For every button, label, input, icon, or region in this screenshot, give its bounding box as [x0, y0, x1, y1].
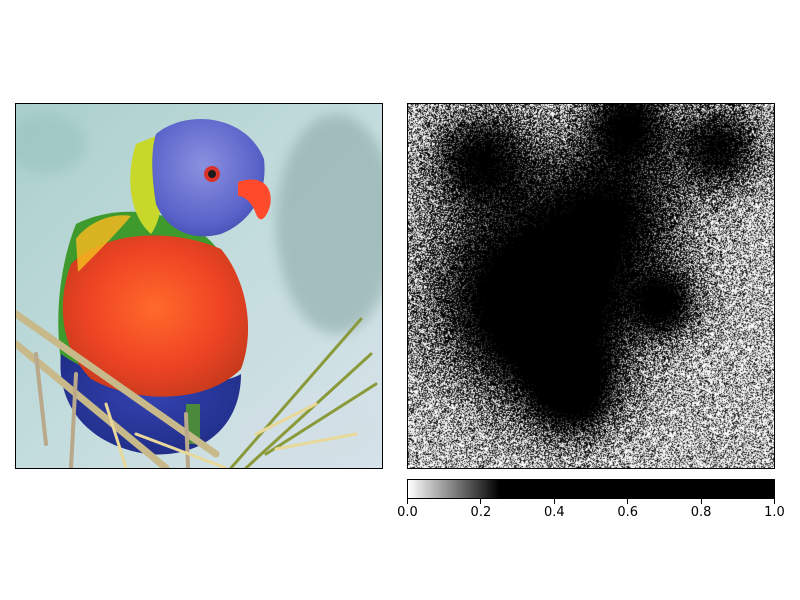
- colorbar-tick: [627, 499, 629, 504]
- colorbar-tick: [553, 499, 555, 504]
- colorbar-tick-label: 0.4: [543, 505, 565, 520]
- attribution-heatmap: [408, 104, 774, 468]
- photo-panel: [15, 103, 383, 469]
- colorbar-tick-label: 0.2: [470, 505, 492, 520]
- colorbar-gradient: [408, 480, 774, 498]
- colorbar-tick-label: 0.0: [397, 505, 418, 520]
- colorbar: [407, 479, 775, 499]
- colorbar-tick: [407, 499, 408, 504]
- colorbar-tick-label: 0.8: [690, 505, 712, 520]
- lorikeet-photo: [16, 104, 382, 468]
- heatmap-panel: [407, 103, 775, 469]
- colorbar-tick-label: 0.6: [617, 505, 639, 520]
- colorbar-tick: [700, 499, 702, 504]
- colorbar-tick: [480, 499, 482, 504]
- colorbar-tick-label: 1.0: [764, 505, 785, 520]
- colorbar-tick: [774, 499, 775, 504]
